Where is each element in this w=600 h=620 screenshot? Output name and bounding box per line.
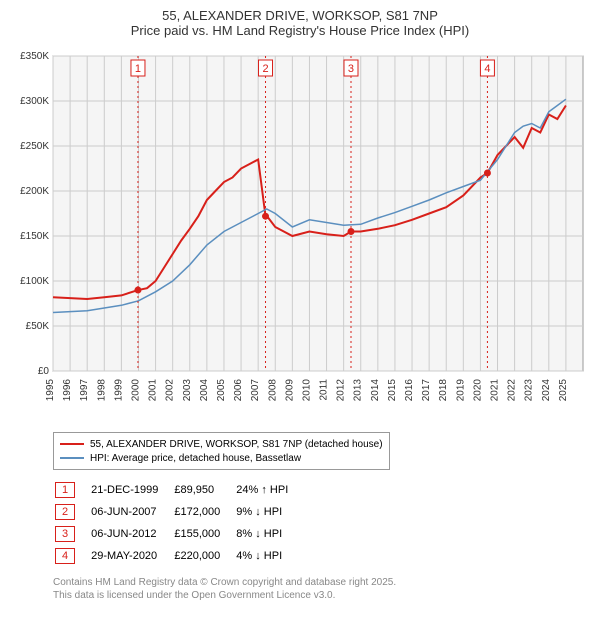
chart-title-line1: 55, ALEXANDER DRIVE, WORKSOP, S81 7NP [8, 8, 592, 23]
x-tick-label: 2013 [353, 379, 364, 402]
x-tick-label: 2025 [558, 379, 569, 402]
transaction-date: 21-DEC-1999 [91, 480, 172, 500]
x-tick-label: 2002 [165, 379, 176, 402]
chart-svg: £0 £50K £100K £150K £200K £250K £300K £350K 1995… [8, 46, 592, 426]
x-tick-label: 2010 [301, 379, 312, 402]
x-tick-label: 2021 [490, 379, 501, 402]
marker-label-1: 1 [135, 63, 141, 75]
x-tick-label: 2020 [472, 379, 483, 402]
transaction-delta: 9% ↓ HPI [236, 502, 302, 522]
x-tick-label: 2005 [216, 379, 227, 402]
legend-row: 55, ALEXANDER DRIVE, WORKSOP, S81 7NP (d… [60, 437, 383, 451]
transaction-delta: 4% ↓ HPI [236, 546, 302, 566]
transaction-date: 29-MAY-2020 [91, 546, 172, 566]
transaction-date: 06-JUN-2007 [91, 502, 172, 522]
transaction-marker: 3 [55, 526, 75, 542]
x-tick-label: 1999 [113, 379, 124, 402]
marker-dot-3 [347, 228, 354, 235]
marker-dot-4 [484, 170, 491, 177]
table-row: 2 06-JUN-2007£172,0009% ↓ HPI [55, 502, 302, 522]
marker-label-4: 4 [484, 63, 490, 75]
transaction-table: 1 21-DEC-1999£89,95024% ↑ HPI 2 06-JUN-2007… [53, 478, 304, 568]
transaction-marker: 1 [55, 482, 75, 498]
transaction-price: £220,000 [174, 546, 234, 566]
table-row: 1 21-DEC-1999£89,95024% ↑ HPI [55, 480, 302, 500]
footer-note: Contains HM Land Registry data © Crown c… [53, 576, 592, 602]
x-tick-label: 2022 [507, 379, 518, 402]
x-tick-label: 2015 [387, 379, 398, 402]
y-tick-label: £0 [38, 366, 50, 377]
x-tick-label: 2007 [250, 379, 261, 402]
transaction-delta: 24% ↑ HPI [236, 480, 302, 500]
transaction-delta: 8% ↓ HPI [236, 524, 302, 544]
x-tick-label: 2019 [455, 379, 466, 402]
chart-title-block: 55, ALEXANDER DRIVE, WORKSOP, S81 7NP Pr… [8, 8, 592, 38]
transaction-price: £89,950 [174, 480, 234, 500]
x-tick-label: 2014 [370, 379, 381, 402]
x-tick-label: 2012 [336, 379, 347, 402]
legend-label: HPI: Average price, detached house, Bass… [90, 453, 301, 464]
x-tick-label: 2001 [148, 379, 159, 402]
marker-dot-2 [262, 213, 269, 220]
y-tick-label: £250K [20, 141, 49, 152]
chart-title-line2: Price paid vs. HM Land Registry's House … [8, 23, 592, 38]
legend-row: HPI: Average price, detached house, Bass… [60, 451, 383, 465]
table-row: 3 06-JUN-2012£155,0008% ↓ HPI [55, 524, 302, 544]
y-tick-label: £50K [26, 321, 50, 332]
x-tick-label: 2017 [421, 379, 432, 402]
transaction-price: £172,000 [174, 502, 234, 522]
legend-swatch [60, 457, 84, 459]
x-tick-label: 2008 [267, 379, 278, 402]
x-tick-label: 2018 [438, 379, 449, 402]
footer-line1: Contains HM Land Registry data © Crown c… [53, 576, 592, 589]
x-tick-label: 2016 [404, 379, 415, 402]
x-tick-label: 1995 [45, 379, 56, 402]
y-tick-label: £300K [20, 96, 49, 107]
y-tick-label: £350K [20, 51, 49, 62]
x-tick-label: 2003 [182, 379, 193, 402]
transaction-price: £155,000 [174, 524, 234, 544]
marker-dot-1 [134, 287, 141, 294]
x-tick-label: 1997 [79, 379, 90, 402]
transaction-date: 06-JUN-2012 [91, 524, 172, 544]
footer-line2: This data is licensed under the Open Gov… [53, 589, 592, 602]
x-tick-label: 2023 [524, 379, 535, 402]
marker-label-3: 3 [348, 63, 354, 75]
x-tick-label: 1998 [96, 379, 107, 402]
y-tick-label: £200K [20, 186, 49, 197]
legend-label: 55, ALEXANDER DRIVE, WORKSOP, S81 7NP (d… [90, 439, 383, 450]
transaction-marker: 2 [55, 504, 75, 520]
legend: 55, ALEXANDER DRIVE, WORKSOP, S81 7NP (d… [53, 432, 390, 470]
legend-swatch [60, 443, 84, 445]
x-tick-label: 2011 [319, 379, 330, 401]
x-tick-label: 2006 [233, 379, 244, 402]
y-tick-label: £150K [20, 231, 49, 242]
x-tick-label: 2024 [541, 379, 552, 402]
x-tick-label: 2009 [284, 379, 295, 402]
transaction-marker: 4 [55, 548, 75, 564]
y-tick-label: £100K [20, 276, 49, 287]
x-tick-label: 2000 [130, 379, 141, 402]
x-tick-label: 2004 [199, 379, 210, 402]
table-row: 4 29-MAY-2020£220,0004% ↓ HPI [55, 546, 302, 566]
x-tick-label: 1996 [62, 379, 73, 402]
price-chart: £0 £50K £100K £150K £200K £250K £300K £350K 1995… [8, 46, 592, 426]
marker-label-2: 2 [262, 63, 268, 75]
